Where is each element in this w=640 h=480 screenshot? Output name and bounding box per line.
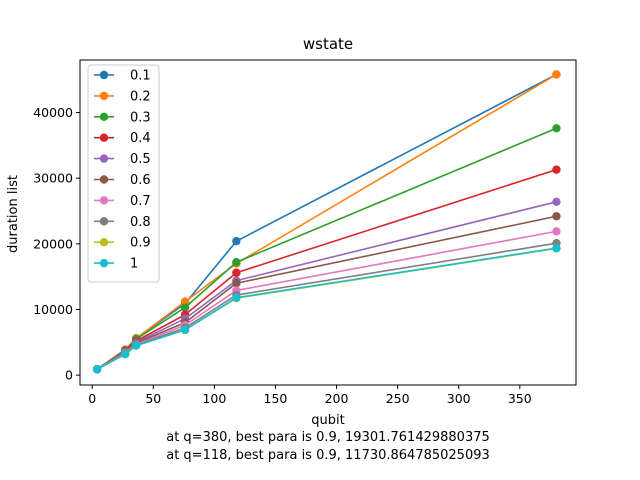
legend-item: 0.6: [94, 173, 151, 188]
legend-swatch-marker: [99, 238, 109, 247]
x-tick-label: 300: [447, 391, 471, 406]
annotation-q380: at q=380, best para is 0.9, 19301.761429…: [166, 430, 490, 445]
legend-item: 0.3: [94, 110, 151, 125]
data-point: [232, 293, 241, 302]
legend-item: 0.8: [94, 215, 151, 230]
y-tick-label: 10000: [33, 302, 73, 317]
data-point: [180, 325, 190, 335]
legend-item: 0.2: [94, 89, 151, 104]
legend-swatch-marker: [99, 175, 109, 184]
series-group: [92, 70, 561, 374]
legend-item: 0.5: [94, 152, 151, 167]
data-point: [232, 237, 241, 246]
y-tick-label: 0: [65, 368, 73, 383]
legend: 0.1 0.2 0.3 0.4 0.5 0.6 0.7 0.8 0.9 1: [87, 64, 160, 283]
x-axis-label: qubit: [311, 413, 344, 428]
legend-item: 0.7: [94, 194, 151, 209]
y-tick-label: 40000: [33, 105, 73, 120]
legend-label: 0.3: [130, 110, 151, 125]
data-point: [552, 197, 561, 207]
legend-label: 0.9: [130, 236, 151, 251]
data-point: [552, 70, 561, 79]
series-1: [92, 243, 561, 374]
axes-frame: [79, 59, 577, 386]
legend-item: 0.4: [94, 131, 151, 146]
y-axis-ticks: 0 10000 20000 30000 40000: [33, 105, 80, 383]
legend-swatch-marker: [99, 258, 109, 268]
x-tick-label: 150: [264, 391, 288, 406]
data-point: [232, 279, 241, 288]
legend-label: 0.1: [130, 69, 151, 84]
legend-label: 1: [130, 257, 138, 272]
x-tick-label: 350: [508, 391, 532, 406]
data-point: [232, 258, 241, 267]
legend-label: 0.4: [130, 131, 151, 146]
x-tick-label: 250: [386, 391, 410, 406]
y-axis-label: duration list: [6, 175, 21, 253]
x-tick-label: 100: [202, 391, 226, 406]
legend-item: 0.1: [94, 69, 151, 84]
y-tick-label: 20000: [33, 236, 73, 251]
data-point: [121, 349, 130, 359]
x-tick-label: 50: [145, 391, 161, 406]
legend-swatch-marker: [99, 112, 109, 122]
chart-title: wstate: [303, 35, 353, 53]
x-axis-ticks: 0 50 100 150 200 250 300 350: [88, 385, 532, 406]
data-point: [552, 124, 561, 133]
legend-label: 0.5: [130, 152, 151, 167]
legend-swatch-marker: [99, 217, 109, 226]
data-point: [552, 212, 561, 221]
legend-swatch-marker: [99, 91, 109, 101]
legend-label: 0.6: [130, 173, 151, 188]
data-point: [180, 297, 190, 306]
data-point: [552, 243, 561, 253]
y-tick-label: 30000: [33, 171, 73, 186]
legend-item: 0.9: [94, 236, 151, 251]
data-point: [131, 341, 141, 350]
data-point: [552, 165, 561, 174]
legend-label: 0.8: [130, 215, 151, 230]
annotation-q118: at q=118, best para is 0.9, 11730.864785…: [166, 448, 490, 463]
data-point: [180, 303, 190, 312]
series-line: [96, 247, 557, 370]
legend-swatch-marker: [99, 70, 109, 80]
legend-item: 1: [94, 257, 138, 272]
data-point: [232, 268, 241, 277]
legend-swatch-marker: [99, 133, 109, 142]
legend-label: 0.2: [130, 89, 151, 104]
legend-swatch-marker: [99, 196, 109, 205]
x-tick-label: 0: [88, 391, 96, 406]
data-point: [92, 365, 102, 374]
x-tick-label: 200: [325, 391, 349, 406]
legend-label: 0.7: [130, 194, 151, 209]
legend-swatch-marker: [99, 154, 109, 163]
data-point: [552, 227, 561, 236]
